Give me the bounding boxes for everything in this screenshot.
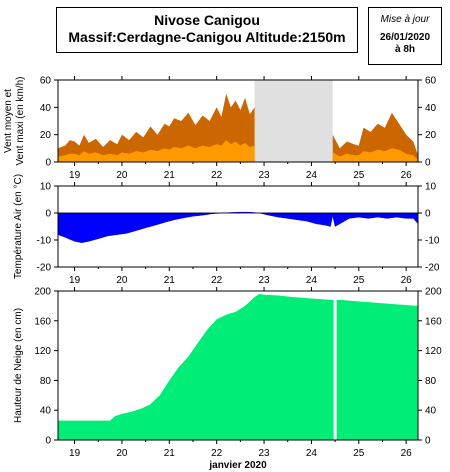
xtick-label: 22 xyxy=(211,170,223,181)
wind-max-area-before xyxy=(58,93,255,162)
chart-panel-1 xyxy=(54,76,422,166)
xtick-label: 25 xyxy=(353,170,365,181)
xtick-label: 22 xyxy=(211,448,223,459)
x-axis-title: janvier 2020 xyxy=(208,460,267,471)
xtick-label: 20 xyxy=(116,275,128,286)
update-date: 26/01/2020 xyxy=(379,32,431,43)
xtick-label: 19 xyxy=(69,275,81,286)
temperature-area xyxy=(57,211,419,243)
xtick-label: 20 xyxy=(116,170,128,181)
ytick-label-left: -10 xyxy=(37,236,52,247)
chart-title-box: Nivose Canigou Massif:Cerdagne-Canigou A… xyxy=(56,7,358,53)
ytick-label-right: 20 xyxy=(425,130,437,141)
ytick-label-left: 40 xyxy=(40,103,52,114)
ytick-label-left: 0 xyxy=(45,209,51,220)
massif-altitude: Massif:Cerdagne-Canigou Altitude:2150m xyxy=(68,29,346,45)
xtick-label: 20 xyxy=(116,448,128,459)
ytick-label-right: 160 xyxy=(425,316,442,327)
xtick-label: 21 xyxy=(164,448,176,459)
update-time: à 8h xyxy=(394,44,415,55)
xtick-label: 26 xyxy=(401,275,413,286)
xtick-label: 25 xyxy=(353,275,365,286)
plot-frame xyxy=(57,290,419,441)
xtick-label: 25 xyxy=(353,448,365,459)
ytick-label-right: 0 xyxy=(425,209,431,220)
ytick-label-right: 60 xyxy=(425,76,437,87)
ytick-label-right: 200 xyxy=(425,287,442,298)
missing-data-block xyxy=(254,80,333,162)
ytick-label-left: -20 xyxy=(37,263,52,274)
ytick-label-left: 80 xyxy=(40,376,52,387)
wind-mean-area-after xyxy=(332,148,418,162)
ytick-label-right: 0 xyxy=(425,158,431,169)
ytick-label-right: 120 xyxy=(425,346,442,357)
plot-frame xyxy=(57,185,419,268)
ytick-label-right: -20 xyxy=(425,263,440,274)
plot-frame xyxy=(57,79,419,163)
ytick-label-right: 40 xyxy=(425,103,437,114)
station-name: Nivose Canigou xyxy=(154,12,260,28)
xtick-label: 21 xyxy=(164,275,176,286)
xtick-label: 23 xyxy=(258,448,270,459)
xtick-label: 26 xyxy=(401,448,413,459)
xtick-label: 23 xyxy=(258,170,270,181)
chart-panel-3 xyxy=(54,285,422,444)
snow-ylabel: Hauteur de Neige (en cm) xyxy=(13,308,24,423)
xtick-label: 19 xyxy=(69,448,81,459)
snow-depth-area xyxy=(58,294,418,440)
chart-panel-2 xyxy=(54,182,422,271)
ytick-label-left: 160 xyxy=(34,316,51,327)
ytick-label-left: 60 xyxy=(40,76,52,87)
wind-mean-area-before xyxy=(58,140,255,162)
xtick-label: 24 xyxy=(306,448,318,459)
ytick-label-left: 200 xyxy=(34,287,51,298)
ytick-label-left: 120 xyxy=(34,346,51,357)
xtick-label: 26 xyxy=(401,170,413,181)
ytick-label-right: 40 xyxy=(425,406,437,417)
temperature-ylabel: Température Air (en °C) xyxy=(13,174,24,279)
ytick-label-left: 0 xyxy=(45,158,51,169)
ytick-label-left: 40 xyxy=(40,406,52,417)
xtick-label: 21 xyxy=(164,170,176,181)
ytick-label-right: -10 xyxy=(425,236,440,247)
ytick-label-left: 10 xyxy=(40,182,52,193)
xtick-label: 19 xyxy=(69,170,81,181)
xtick-label: 24 xyxy=(306,275,318,286)
ytick-label-right: 0 xyxy=(425,436,431,447)
xtick-label: 24 xyxy=(306,170,318,181)
xtick-label: 23 xyxy=(258,275,270,286)
update-box: Mise à jour 26/01/2020 à 8h xyxy=(368,7,442,65)
ytick-label-left: 0 xyxy=(45,436,51,447)
data-gap-line xyxy=(333,285,337,440)
update-label: Mise à jour xyxy=(380,14,430,25)
ytick-label-right: 10 xyxy=(425,182,437,193)
wind-ylabel-line2: Vent maxi (en km/h) xyxy=(15,77,26,166)
ytick-label-right: 80 xyxy=(425,376,437,387)
ytick-label-left: 20 xyxy=(40,130,52,141)
wind-ylabel-line1: Vent moyen et xyxy=(3,89,14,153)
xtick-label: 22 xyxy=(211,275,223,286)
